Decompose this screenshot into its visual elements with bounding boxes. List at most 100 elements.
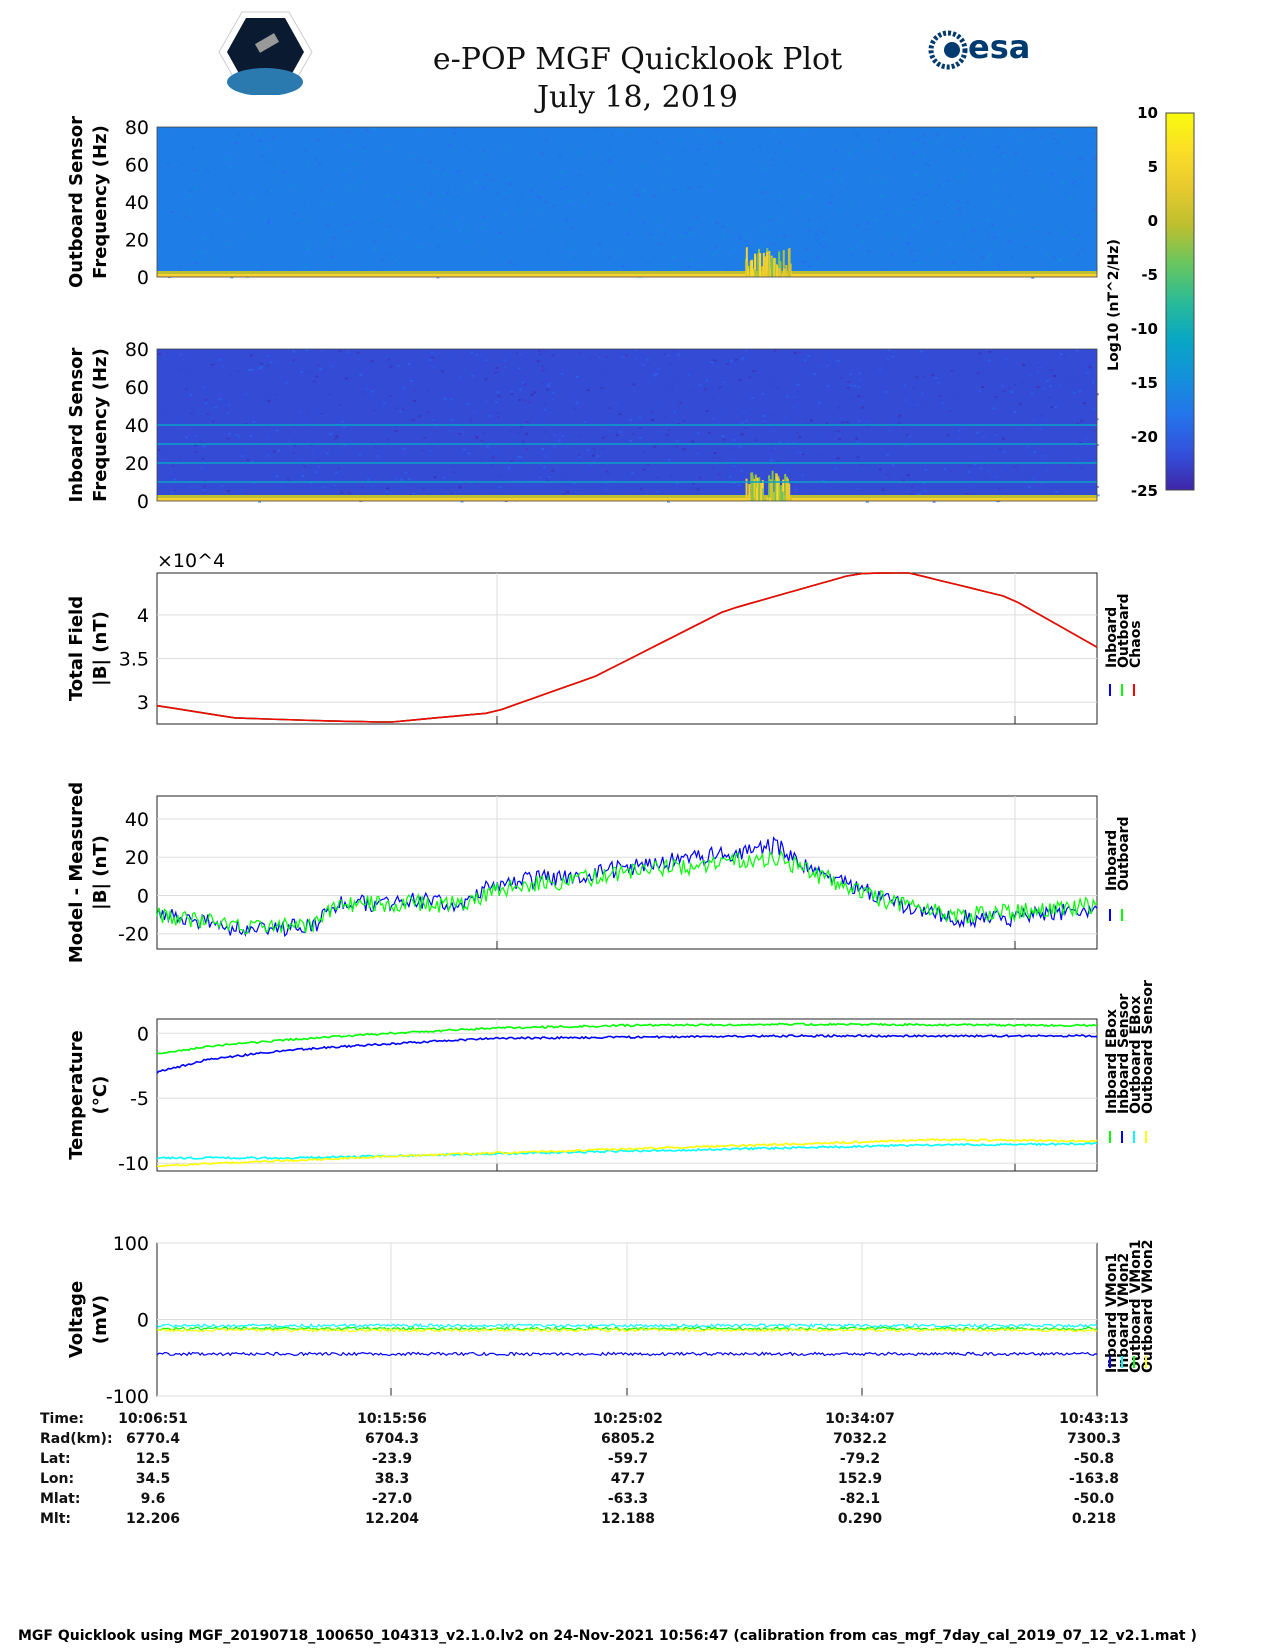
spectrogram-noise [471, 374, 475, 377]
spectrogram-noise [1078, 390, 1082, 393]
spectrogram-noise [929, 177, 933, 180]
spectrogram-noise [312, 181, 316, 184]
inboard-spectrogram-ylabel: Inboard Sensor Frequency (Hz) [66, 347, 111, 502]
spectrogram-noise [962, 227, 966, 230]
spectrogram-noise [807, 265, 811, 268]
spectrogram-noise [431, 170, 435, 173]
spectrogram-noise [679, 401, 683, 404]
spectrogram-noise [588, 172, 592, 175]
spectrogram-noise [721, 435, 725, 438]
spectrogram-noise [550, 129, 554, 132]
y-axis-label: (°C) [90, 1076, 111, 1115]
spectrogram-noise [721, 225, 725, 228]
spectrogram-noise [641, 221, 645, 224]
spectrogram-noise [329, 181, 333, 184]
spectrogram-noise [194, 262, 198, 265]
spectrogram-noise [378, 225, 382, 228]
spectrogram-noise [627, 350, 631, 353]
spectrogram-noise [912, 386, 916, 389]
colorbar-tick-label: -15 [1131, 374, 1158, 392]
spectrogram-noise [601, 437, 605, 440]
spectrogram-noise [721, 213, 725, 216]
spectrogram-noise [950, 369, 954, 372]
spectrogram-noise [578, 455, 582, 458]
spectrogram-noise [980, 463, 984, 466]
spectrogram-noise [271, 157, 275, 160]
spectrogram-noise [306, 161, 310, 164]
spectrogram-noise [904, 386, 908, 389]
spectrogram-noise [656, 477, 660, 480]
spectrogram-noise [654, 156, 658, 159]
spectrogram-noise [794, 201, 798, 204]
spectrogram-noise [292, 359, 296, 362]
spectrogram-noise [493, 450, 497, 453]
emission-burst [788, 483, 791, 501]
legend-label: Inboard EBox [1104, 1009, 1120, 1114]
spectrogram-noise [200, 466, 204, 469]
spectrogram-noise [575, 150, 579, 153]
spectrogram-noise [638, 436, 642, 439]
spectrogram-noise [405, 236, 409, 239]
spectrogram-noise [514, 353, 518, 356]
spectrogram-noise [380, 393, 384, 396]
spectrogram-noise [993, 168, 997, 171]
spectrogram-noise [715, 171, 719, 174]
spectrogram-noise [830, 239, 834, 242]
spectrogram-noise [376, 455, 380, 458]
spectrogram-noise [508, 261, 512, 264]
ephemeris-value: -50.0 [1073, 1491, 1115, 1507]
spectrogram-noise [266, 354, 270, 357]
spectrogram-noise [808, 493, 812, 496]
emission-burst [751, 472, 754, 501]
spectrogram-noise [997, 154, 1001, 157]
spectrogram-noise [790, 219, 794, 222]
spectrogram-noise [687, 373, 691, 376]
spectrogram-noise [824, 227, 828, 230]
spectrogram-noise [1020, 381, 1024, 384]
spectrogram-noise [599, 163, 603, 166]
spectrogram-noise [880, 267, 884, 270]
spectrogram-noise [832, 254, 836, 257]
spectrogram-noise [655, 373, 659, 376]
spectrogram-noise [201, 457, 205, 460]
spectrogram-noise [354, 231, 358, 234]
spectrogram-noise [887, 426, 891, 429]
spectrogram-noise [397, 364, 401, 367]
spectrogram-noise [847, 152, 851, 155]
spectrogram-noise [259, 156, 263, 159]
spectrogram-noise [315, 375, 319, 378]
spectrogram-noise [267, 219, 271, 222]
spectrogram-noise [602, 205, 606, 208]
spectrogram-noise [868, 178, 872, 181]
spectrogram-noise [436, 276, 440, 279]
spectrogram-noise [287, 430, 291, 433]
spectrogram-noise [892, 136, 896, 139]
spectrogram-noise [910, 493, 914, 496]
colorbar-tick-label: 0 [1148, 212, 1158, 230]
spectrogram-noise [616, 127, 620, 130]
spectrogram-noise [344, 218, 348, 221]
spectrogram-noise [725, 268, 729, 271]
spectrogram-noise [235, 200, 239, 203]
spectrogram-noise [798, 203, 802, 206]
spectrogram-noise [470, 351, 474, 354]
spectrogram-noise [714, 251, 718, 254]
y-tick-label: 100 [113, 1233, 149, 1255]
ephemeris-value: 12.204 [364, 1511, 420, 1527]
spectrogram-noise [958, 207, 962, 210]
spectrogram-noise [820, 453, 824, 456]
spectrogram-noise [329, 214, 333, 217]
spectrogram-noise [1057, 452, 1061, 455]
spectrogram-noise [634, 357, 638, 360]
spectrogram-noise [176, 160, 180, 163]
axes-box [156, 348, 1098, 502]
spectrogram-noise [599, 475, 603, 478]
spectrogram-noise [266, 364, 270, 367]
cassiope-logo [218, 11, 313, 95]
spectrogram-noise [715, 153, 719, 156]
spectrogram-noise [866, 167, 870, 170]
spectrogram-noise [263, 202, 267, 205]
spectrogram-noise [455, 170, 459, 173]
spectrogram-noise [887, 349, 891, 352]
